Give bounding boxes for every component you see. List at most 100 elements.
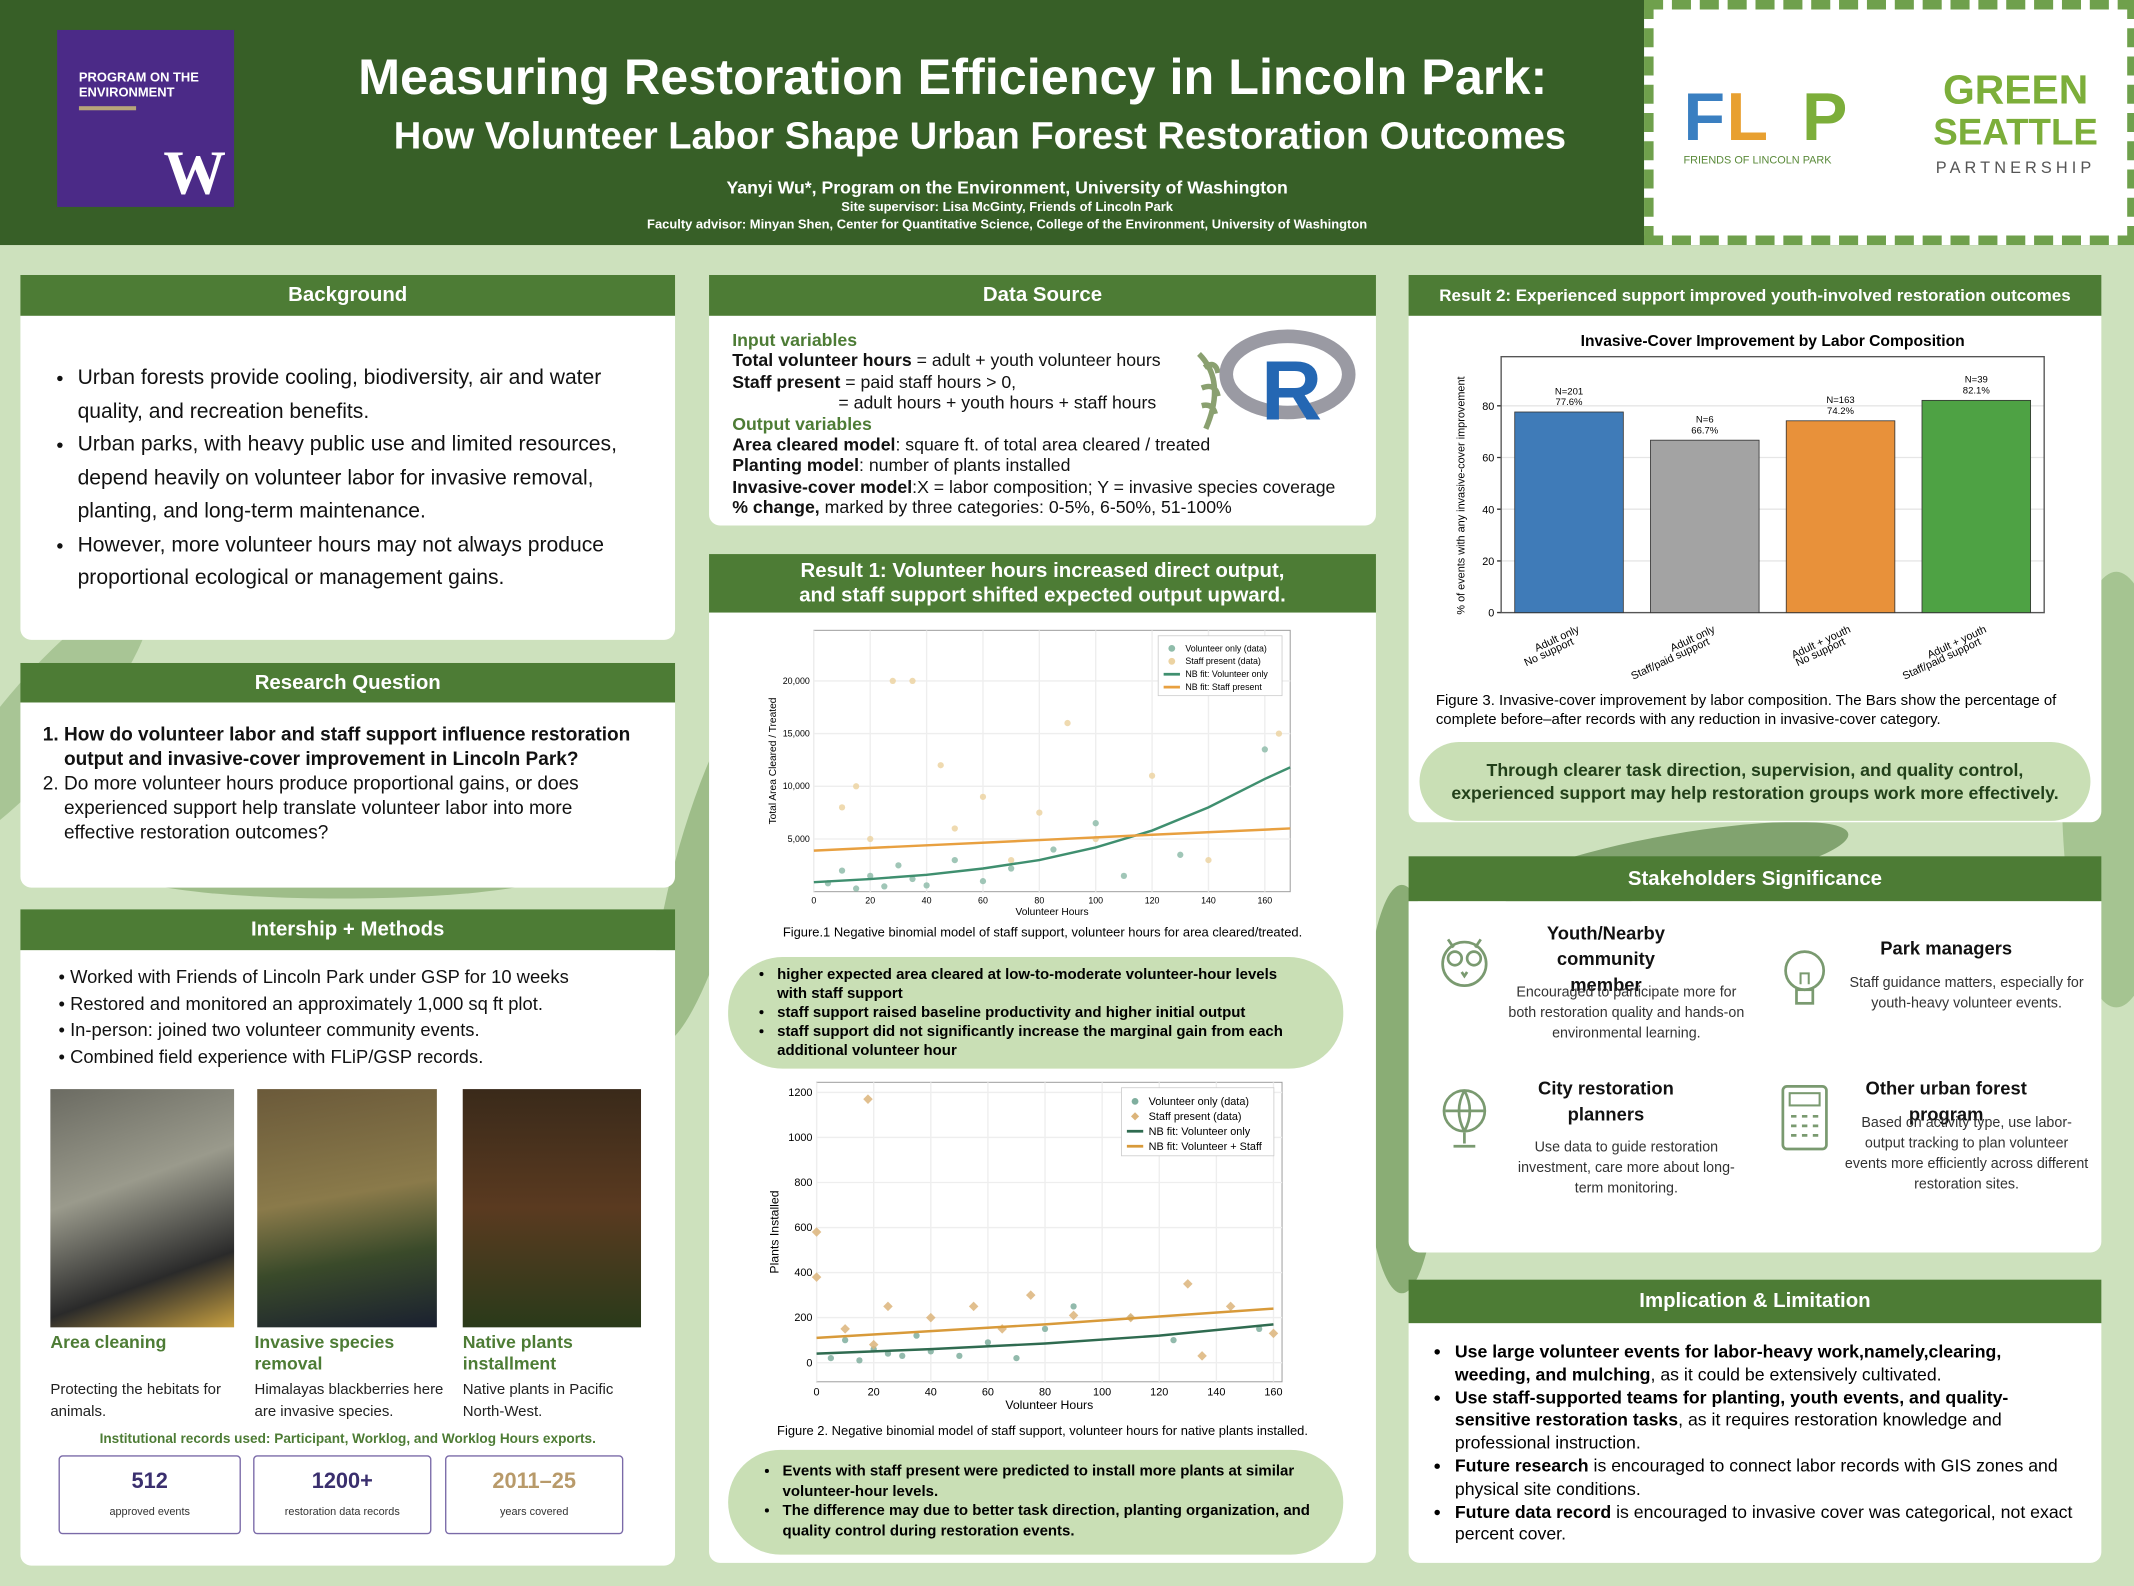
caption: Figure.1 Negative binomial model of staf… [782,925,1303,941]
bullet-text: Worked with Friends of Lincoln Park unde… [70,966,569,987]
y-tick-label: 20 [1482,556,1494,568]
y-tick-label: 1000 [788,1132,812,1144]
point [1177,851,1184,858]
partner-logos: FL P FRIENDS OF LINCOLN PARK GREEN SEATTLE… [1644,0,2134,246]
variable-line: Invasive-cover model:X = labor compositi… [732,476,1335,497]
point [863,1094,873,1104]
bold-text: Invasive-cover model [732,476,913,497]
section-header: Stakeholders Significance [1408,856,2102,902]
point [840,1324,850,1334]
legend-label: Staff present (data) [1149,1111,1242,1123]
r-logo: R [1197,329,1356,436]
x-axis-label: Volunteer Hours [1005,1398,1093,1412]
x-tick-label: 100 [1088,895,1103,905]
bold-text: Planting model [732,455,860,476]
caption: Figure 2. Negative binomial model of sta… [777,1423,1308,1439]
bullet-list: higher expected area cleared at low-to-m… [728,965,1308,1060]
bold-text: Future data record [1454,1501,1612,1522]
x-tick-label: 40 [925,1386,937,1398]
chart-title: Invasive-Cover Improvement by Labor Comp… [1581,333,1965,350]
bullet: Use large volunteer events for labor-hea… [1455,1341,2081,1387]
x-tick-label: 20 [868,1386,880,1398]
text: = adult + youth volunteer hours [911,350,1161,371]
y-tick-label: 200 [794,1312,812,1324]
records-note: Institutional records used: Participant,… [99,1432,596,1448]
y-tick-label: 0 [806,1357,812,1369]
icon-stroke [1446,950,1464,967]
bar [1921,399,2032,614]
variable-line: Staff present = paid staff hours > 0, [732,371,1335,392]
point [937,762,944,769]
section-body: How do volunteer labor and staff support… [20,702,676,888]
legend-label: Staff present (data) [1185,656,1260,666]
variable-line: = adult hours + youth hours + staff hour… [732,392,1335,413]
text: , as it requires restoration knowledge a… [1454,1409,2002,1453]
x-tick-label: 80 [1034,895,1044,905]
text: is encouraged to invasive cover was cate… [1454,1501,2073,1545]
variable-line: Planting model: number of plants install… [732,455,1335,476]
bullet-dot: • [58,1019,71,1041]
figure: 0 20 40 60 80 100 120 140 160 5,000 10,000 15,000 20… [768,629,1291,918]
point [984,1339,992,1346]
icon-stroke [1465,950,1483,967]
x-tick-label: 40 [922,895,932,905]
legend-swatch [1168,644,1176,652]
x-tick-label: 120 [1145,895,1160,905]
bullet-list: Urban forests provide cooling, biodivers… [20,362,662,595]
icon-stroke [1784,950,1826,992]
section-header: Implication & Limitation [1408,1279,2102,1324]
y-axis-label: Total Area Cleared / Treated [768,697,779,824]
x-tick-label: 160 [1264,1386,1282,1398]
bar [1514,411,1624,614]
subtitle: How Volunteer Labor Shape Urban Forest R… [393,114,1567,157]
photo [462,1089,642,1328]
uw-logo: PROGRAM ON THE ENVIRONMENT W [57,29,235,207]
figure: 0 20 40 60 80 100 120 140 160 0 200 400 600 800 1000 12… [767,1081,1283,1412]
gsp-logo: GREEN SEATTLE PARTNERSHIP [1920,69,2111,177]
stakeholder: Park managers Staff guidance matters, esp… [1769,935,2109,1098]
stat-box: 2011–25 years covered [445,1455,624,1535]
x-tick-label: 160 [1257,895,1272,905]
point [1041,1325,1049,1333]
point [842,1336,849,1344]
point [997,1324,1007,1334]
point [1025,1290,1036,1300]
point [1008,856,1015,864]
question-list: How do volunteer labor and staff support… [20,722,635,845]
point [868,1339,879,1350]
bullet: Urban forests provide cooling, biodivers… [78,362,663,429]
stakeholder-title: City restoration planners [1538,1078,1674,1125]
photo-text: Himalayas blackberries here are invasive… [254,1381,444,1420]
icon-stroke [1788,1092,1821,1107]
point [979,878,987,885]
logo-word: PARTNERSHIP [1935,157,2096,177]
bar-n-label: N=39 [1965,375,1988,386]
subheading: Input variables [732,329,858,350]
figure: Invasive-Cover Improvement by Labor Comp… [1455,333,2045,683]
header-line: and staff support shifted expected outpu… [799,583,1286,607]
text: = paid staff hours > 0, [840,371,1017,392]
point [1275,730,1283,737]
r-letter: R [1261,343,1322,435]
text: is encouraged to connect labor records w… [1454,1455,2058,1499]
section-header: Research Question [20,662,676,703]
bullet: Events with staff present were predicted… [783,1462,1314,1501]
icon [1442,1089,1487,1148]
caption: Figure 3. Invasive-cover improvement by … [1435,692,2057,729]
section-body: Input variables Total volunteer hours = a… [709,315,1376,526]
point [1008,865,1015,872]
point [838,867,846,874]
point [827,1355,834,1362]
point [1070,1303,1077,1310]
legend-label: NB fit: Volunteer only [1149,1126,1251,1138]
supervisor: Site supervisor: Lisa McGinty, Friends o… [841,200,1173,216]
point [951,856,958,864]
finding-pill: higher expected area cleared at low-to-m… [728,957,1344,1069]
stat-value: 2011–25 [492,1470,576,1494]
bold-text: Total volunteer hours [732,350,912,371]
icon [1441,938,1488,987]
stat-label: years covered [499,1505,569,1518]
y-tick-label: 60 [1482,453,1494,465]
icon-stroke [1441,940,1488,987]
bullet: higher expected area cleared at low-to-m… [777,965,1308,1003]
